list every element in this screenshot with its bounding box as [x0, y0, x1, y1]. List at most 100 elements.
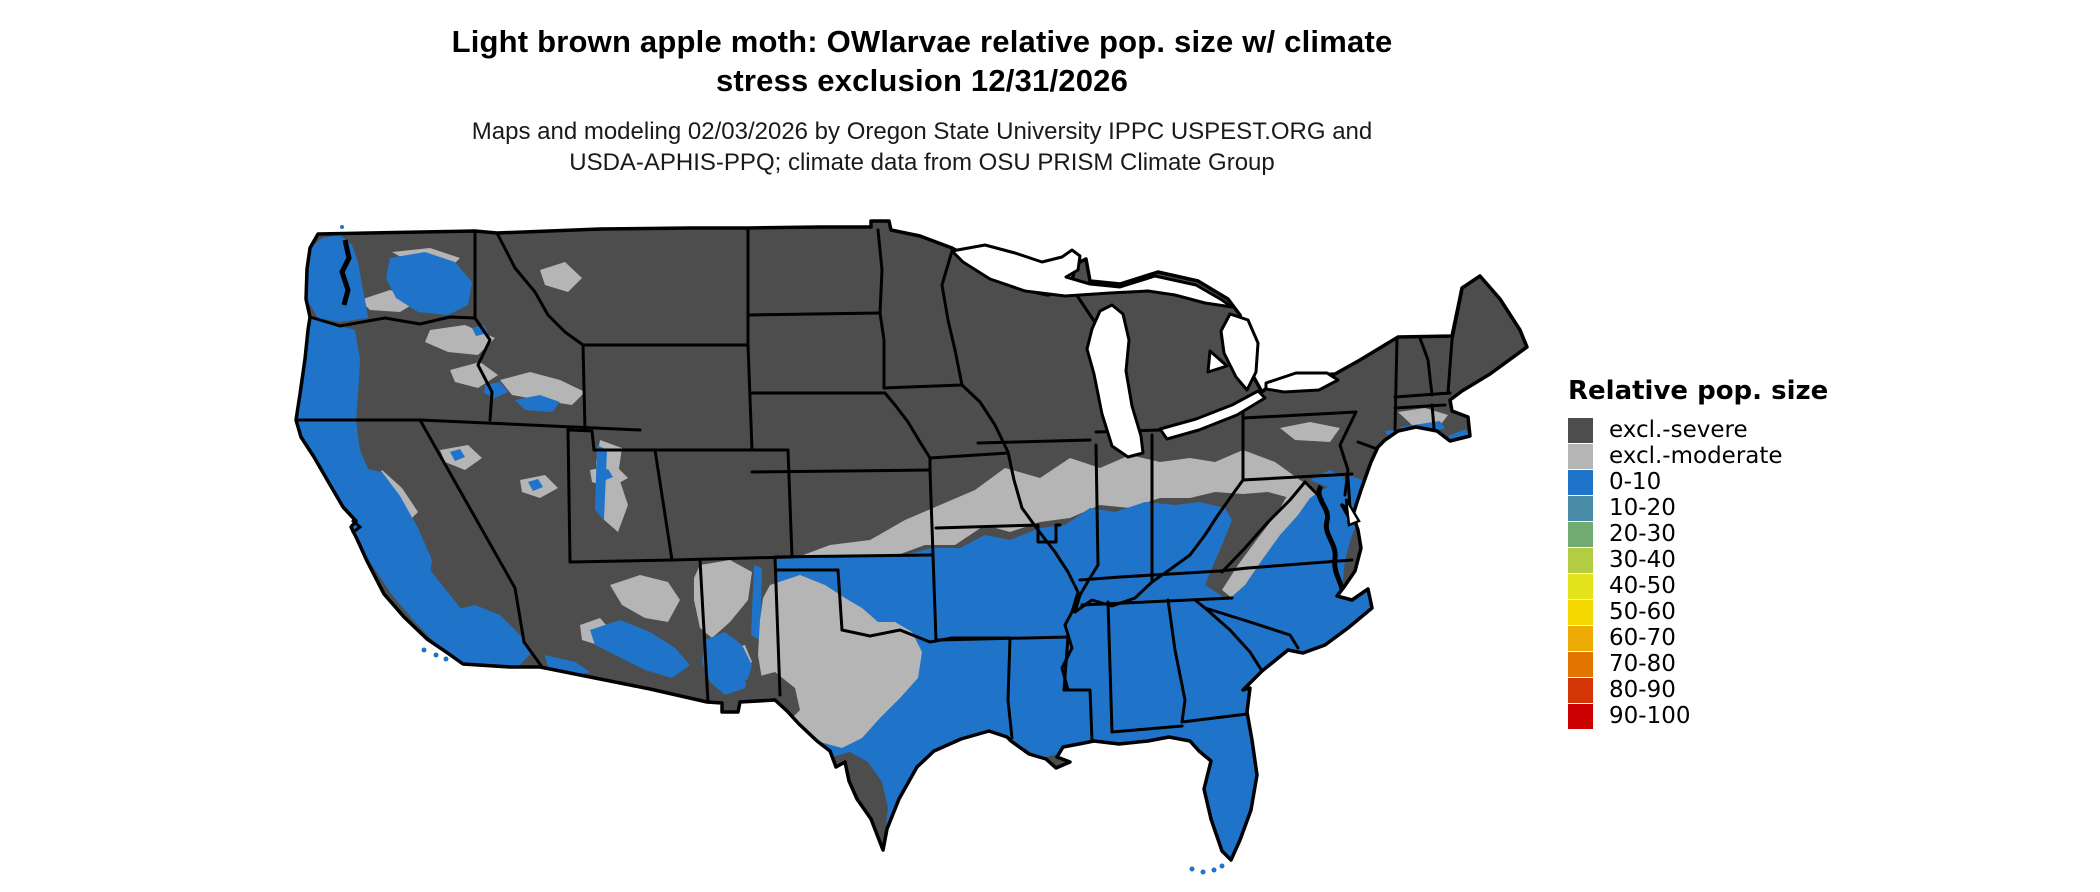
border-va-wv	[1220, 480, 1307, 574]
border-la-ms	[1062, 635, 1094, 742]
border-37th-parallel	[568, 555, 792, 564]
border-ks-ok	[773, 553, 934, 559]
lake-superior	[950, 243, 1234, 309]
border-tx-la	[1006, 636, 1014, 740]
region-low-central-valley	[356, 468, 432, 598]
border-nd-sd	[746, 311, 882, 317]
region-low-nevada-2	[528, 479, 543, 491]
border-sd-mn	[878, 311, 886, 390]
border-ne-ks	[750, 468, 932, 474]
border-id-wy	[581, 343, 587, 432]
legend-item: 80-90	[1568, 677, 1888, 703]
legend-item-label: 90-100	[1609, 703, 1691, 729]
coastal-details	[339, 239, 1361, 590]
florida-keys-island	[1189, 866, 1195, 872]
legend-swatch	[1568, 443, 1593, 469]
legend-item: 90-100	[1568, 703, 1888, 729]
florida-keys-island	[1211, 867, 1217, 873]
legend-swatch	[1568, 573, 1593, 599]
channel-island	[443, 656, 449, 662]
border-ks-mo-ar-ok	[928, 468, 938, 642]
border-mn-ia	[882, 383, 964, 390]
lake-huron	[1219, 312, 1260, 392]
legend-swatch	[1568, 417, 1593, 443]
region-low-west-washington	[304, 235, 368, 322]
san-francisco-bay	[351, 518, 363, 535]
us-outline	[294, 219, 1529, 862]
legend-swatch	[1568, 703, 1593, 729]
border-wi-il	[976, 438, 1092, 445]
region-low-south-east	[775, 476, 1372, 860]
legend-items: excl.-severe excl.-moderate 0-10 10-20 2…	[1568, 417, 1888, 729]
border-pa-ny	[1241, 410, 1358, 420]
region-moderate-new-york	[1280, 422, 1340, 442]
legend-item: excl.-moderate	[1568, 443, 1888, 469]
border-vt-nh	[1418, 336, 1434, 397]
border-co-ks	[786, 448, 794, 559]
border-nd-mn	[876, 228, 884, 315]
border-or-id	[473, 316, 494, 422]
border-ga-sc	[1203, 606, 1264, 673]
channel-island	[433, 652, 439, 658]
region-moderate-arizona-1	[610, 575, 680, 622]
border-ut-wy-notch	[568, 428, 596, 452]
chesapeake-bay	[1316, 484, 1345, 590]
border-ne-ia-river	[883, 391, 932, 472]
border-az-nm	[698, 558, 710, 704]
legend-item-label: 30-40	[1609, 547, 1676, 573]
san-juan-island	[340, 225, 344, 229]
legend-swatch	[1568, 625, 1593, 651]
region-low-snake	[515, 395, 560, 412]
map-fill-regions	[296, 221, 1527, 860]
delaware-bay	[1344, 498, 1361, 527]
page-title: Light brown apple moth: OWlarvae relativ…	[222, 22, 1622, 100]
page-subtitle: Maps and modeling 02/03/2026 by Oregon S…	[222, 116, 1622, 178]
region-moderate-central-texas	[758, 575, 922, 748]
legend-swatch	[1568, 495, 1593, 521]
legend-item: 50-60	[1568, 599, 1888, 625]
border-wy-sd-ne	[746, 343, 754, 452]
legend-item-label: 50-60	[1609, 599, 1676, 625]
legend-title: Relative pop. size	[1568, 376, 1829, 406]
legend-item-label: 40-50	[1609, 573, 1676, 599]
lake-ontario	[1264, 371, 1340, 394]
border-ca-nv-az	[418, 418, 544, 669]
legend-item: 40-50	[1568, 573, 1888, 599]
region-moderate-montana	[540, 262, 582, 292]
region-moderate-new-mexico-1	[694, 560, 752, 638]
legend-item-label: 10-20	[1609, 495, 1676, 521]
border-mn-wi	[940, 249, 964, 387]
region-low-columbia-basin	[386, 252, 472, 315]
border-nc-sc	[1203, 606, 1300, 650]
lake-erie	[1158, 389, 1267, 441]
border-nm-tx	[773, 555, 782, 697]
legend: Relative pop. size excl.-severe excl.-mo…	[1568, 376, 1888, 729]
border-ma-ct-ri	[1393, 403, 1447, 410]
region-low-rio-grande	[751, 565, 762, 640]
region-low-new-mexico	[702, 632, 752, 695]
legend-item-label: 20-30	[1609, 521, 1676, 547]
legend-item: 0-10	[1568, 469, 1888, 495]
legend-item: 60-70	[1568, 625, 1888, 651]
region-moderate-snake-plain	[500, 372, 585, 405]
region-low-nevada-1	[450, 449, 465, 461]
legend-item: excl.-severe	[1568, 417, 1888, 443]
border-delaware-river	[1338, 410, 1358, 497]
legend-item-label: 80-90	[1609, 677, 1676, 703]
border-ga-fl	[1180, 712, 1249, 724]
legend-item: 30-40	[1568, 547, 1888, 573]
border-ma-north	[1393, 391, 1452, 399]
region-low-nevada-3	[598, 469, 613, 481]
region-low-yuma	[545, 655, 590, 678]
legend-swatch	[1568, 651, 1593, 677]
saginaw-bay	[1206, 349, 1229, 374]
legend-swatch	[1568, 521, 1593, 547]
islands	[340, 225, 1225, 875]
border-nv-ut	[566, 427, 572, 564]
subtitle-line-2: USDA-APHIS-PPQ; climate data from OSU PR…	[569, 149, 1275, 176]
legend-item-label: excl.-severe	[1609, 417, 1748, 443]
region-low-socal	[448, 605, 532, 665]
florida-keys-island	[1200, 869, 1206, 875]
border-wa-or	[308, 315, 477, 328]
